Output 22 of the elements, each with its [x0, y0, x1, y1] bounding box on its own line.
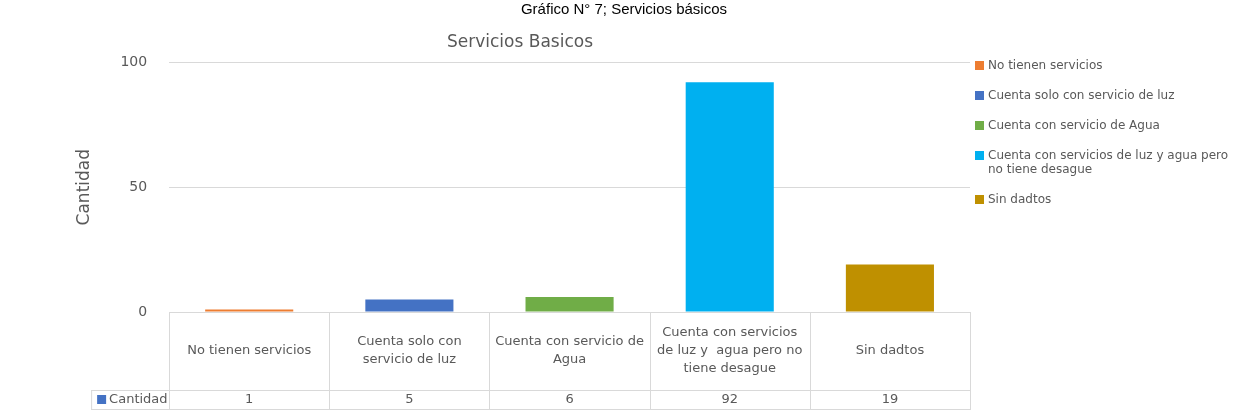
data-label: 19 — [881, 391, 899, 407]
category-label: Cuenta con servicio de Agua — [988, 118, 1160, 132]
data-label: 1 — [245, 391, 254, 407]
y-tick-label: 50 — [129, 177, 148, 194]
chart-subtitle: Servicios Basicos — [446, 30, 594, 51]
x-tick-label: Cuenta con servicios de luz y agua pero no tiene desague — [657, 324, 803, 376]
y-tick-label: 100 — [120, 53, 148, 70]
x-tick-label: Cuenta solo con servicio de luz — [357, 333, 462, 367]
data-label: 92 — [721, 391, 739, 407]
y-axis-title: Cantidad — [72, 148, 93, 226]
chart-title: Gráfico N° 7; Servicios básicos — [519, 0, 729, 18]
category-label: Cuenta solo con servicio de luz — [988, 88, 1175, 102]
x-tick-label: No tienen servicios — [187, 342, 312, 358]
legend-label: Cantidad — [109, 391, 168, 407]
x-tick-label: Cuenta con servicio de Agua — [495, 333, 644, 367]
category-label: Cuenta con servicios de luz y agua pero no tiene desague — [988, 148, 1229, 176]
category-label: No tienen servicios — [988, 58, 1103, 72]
category-label: Sin dadtos — [988, 192, 1052, 206]
y-tick-label: 0 — [138, 302, 148, 319]
data-label: 5 — [405, 391, 414, 407]
x-tick-label: Sin dadtos — [855, 342, 925, 358]
data-label: 6 — [565, 391, 574, 407]
